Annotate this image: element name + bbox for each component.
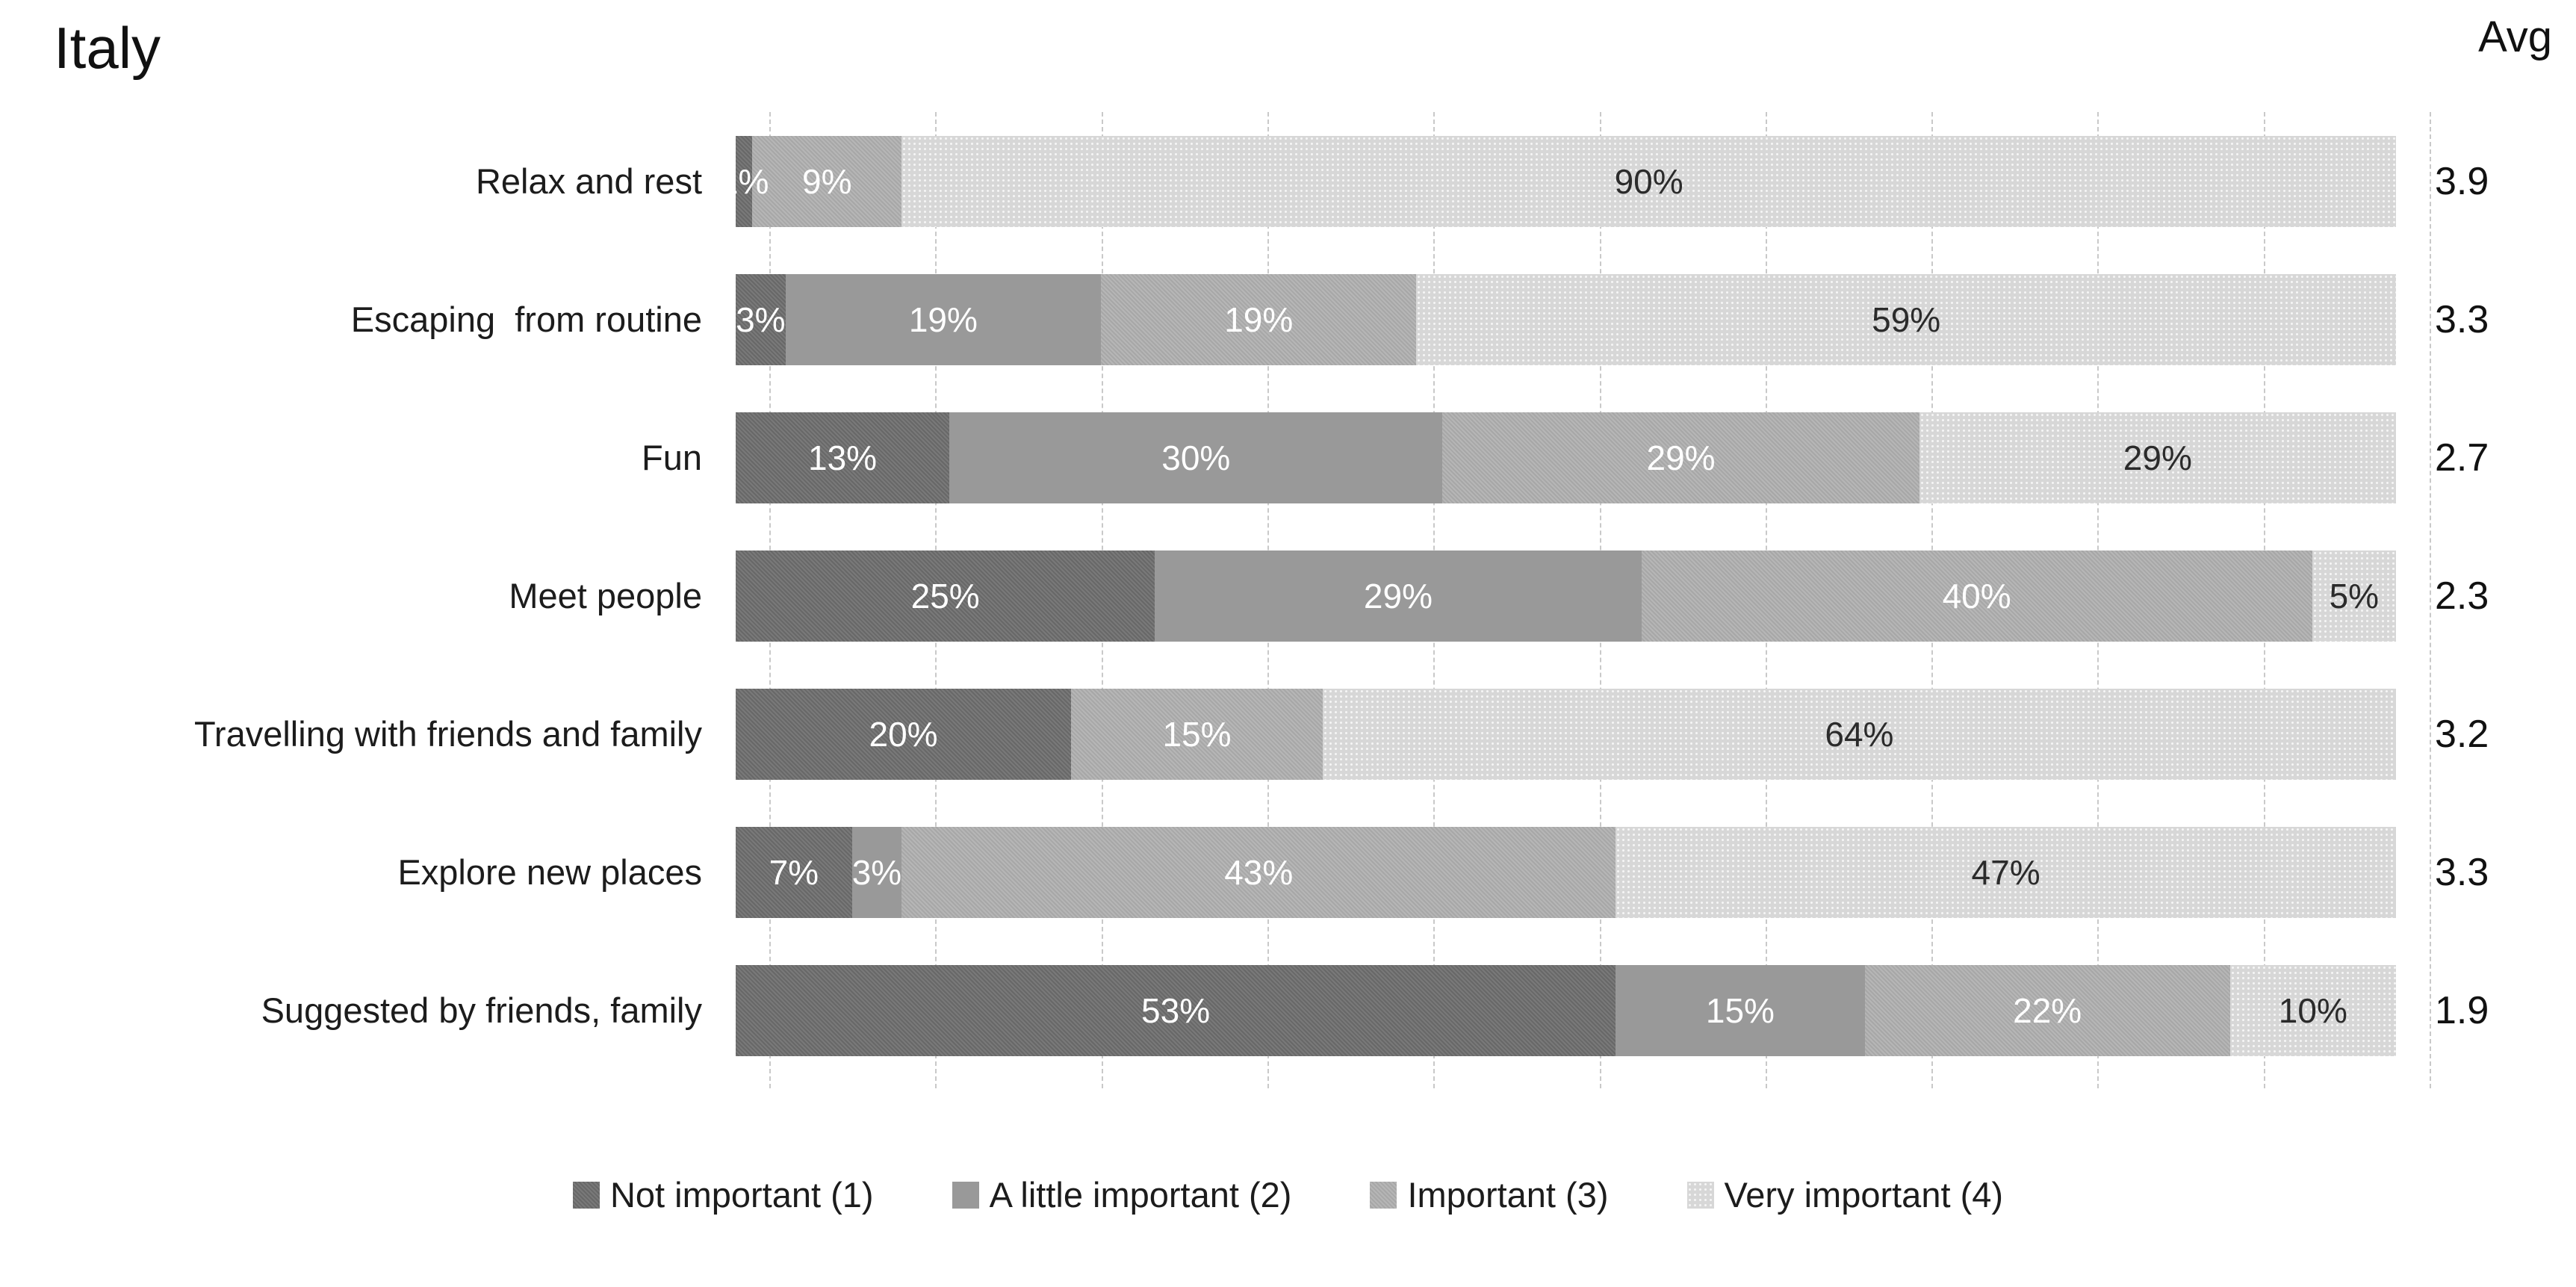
segment-value-label: 29%: [2123, 438, 2192, 477]
avg-value: 2.3: [2435, 574, 2489, 618]
bar-track: 7% 3% 43% 47%: [736, 826, 2396, 918]
chart-title: Italy: [54, 15, 161, 81]
bar-segment-important-3: 15%: [1071, 688, 1323, 780]
bar-row-escaping-from-routine: Escaping from routine 3% 19% 19% 59% 3.3: [0, 250, 2576, 388]
bar-segment-not-important-1: 53%: [736, 964, 1616, 1056]
bar-segment-very-important-4: 90%: [901, 135, 2396, 227]
segment-value-label: 43%: [1224, 852, 1294, 892]
bar-segment-not-important-1: 7%: [736, 826, 852, 918]
bar-segment-important-3: 29%: [1442, 412, 1919, 503]
legend-label: Very important (4): [1724, 1175, 2004, 1215]
bar-segment-not-important-1: 13%: [736, 412, 950, 503]
segment-value-label: 15%: [1162, 714, 1232, 754]
bar-segment-important-3: 40%: [1641, 550, 2312, 642]
bar-row-relax-and-rest: Relax and rest 1% 9% 90% 3.9: [0, 112, 2576, 250]
bar-track: 20% 15% 64%: [736, 688, 2396, 780]
bar-row-travelling-with-friends-and-family: Travelling with friends and family 20% 15%…: [0, 665, 2576, 803]
avg-value: 1.9: [2435, 988, 2489, 1032]
segment-value-label: 30%: [1161, 438, 1231, 477]
avg-value: 3.9: [2435, 159, 2489, 203]
segment-value-label: 3%: [851, 852, 902, 892]
segment-value-label: 10%: [2278, 990, 2347, 1030]
segment-value-label: 9%: [802, 161, 852, 201]
legend-label: A little important (2): [989, 1175, 1292, 1215]
segment-value-label: 13%: [808, 438, 878, 477]
category-label: Travelling with friends and family: [193, 714, 702, 754]
bar-segment-a-little-important-2: 30%: [949, 412, 1443, 503]
bar-segment-a-little-important-2: 29%: [1155, 550, 1642, 642]
bar-segment-important-3: 9%: [752, 135, 902, 227]
segment-value-label: 25%: [910, 576, 980, 615]
legend-item-very-important-4: Very important (4): [1686, 1174, 2004, 1215]
bar-segment-not-important-1: 25%: [736, 550, 1155, 642]
segment-value-label: 64%: [1825, 714, 1894, 754]
bar-rows: Relax and rest 1% 9% 90% 3.9 Escaping from ro…: [0, 112, 2576, 1079]
bar-segment-a-little-important-2: 19%: [785, 273, 1102, 365]
bar-segment-a-little-important-2: 15%: [1616, 964, 1865, 1056]
bar-segment-not-important-1: 3%: [736, 273, 786, 365]
category-label: Fun: [642, 438, 702, 477]
avg-value: 3.3: [2435, 297, 2489, 341]
gridline-100: [2430, 112, 2431, 1088]
legend-item-a-little-important-2: A little important (2): [952, 1174, 1292, 1215]
bar-row-meet-people: Meet people 25% 29% 40% 5% 2.3: [0, 527, 2576, 665]
bar-segment-very-important-4: 64%: [1322, 688, 2396, 780]
legend-swatch-icon: [1686, 1181, 1714, 1209]
category-label: Meet people: [509, 576, 702, 615]
legend-swatch-icon: [572, 1181, 600, 1209]
bar-segment-important-3: 22%: [1864, 964, 2230, 1056]
bar-row-fun: Fun 13% 30% 29% 29% 2.7: [0, 388, 2576, 527]
segment-value-label: 5%: [2329, 576, 2380, 615]
legend-label: Not important (1): [609, 1175, 874, 1215]
segment-value-label: 19%: [908, 300, 978, 339]
category-label: Escaping from routine: [350, 300, 702, 339]
bar-row-explore-new-places: Explore new places 7% 3% 43% 47% 3.3: [0, 803, 2576, 941]
legend-item-important-3: Important (3): [1370, 1174, 1609, 1215]
bar-segment-very-important-4: 47%: [1616, 826, 2396, 918]
segment-value-label: 59%: [1872, 300, 1941, 339]
bar-segment-not-important-1: 20%: [736, 688, 1072, 780]
legend: Not important (1) A little important (2) I…: [0, 1174, 2576, 1215]
bar-track: 25% 29% 40% 5%: [736, 550, 2396, 642]
bar-track: 53% 15% 22% 10%: [736, 964, 2396, 1056]
bar-segment-very-important-4: 29%: [1919, 412, 2396, 503]
category-label: Suggested by friends, family: [261, 990, 702, 1030]
segment-value-label: 53%: [1141, 990, 1211, 1030]
bar-track: 13% 30% 29% 29%: [736, 412, 2396, 503]
legend-swatch-icon: [1370, 1181, 1397, 1209]
avg-value: 3.3: [2435, 850, 2489, 894]
segment-value-label: 7%: [769, 852, 819, 892]
bar-segment-a-little-important-2: 3%: [851, 826, 902, 918]
legend-label: Important (3): [1407, 1175, 1609, 1215]
bar-segment-very-important-4: 10%: [2229, 964, 2396, 1056]
category-label: Relax and rest: [475, 161, 702, 201]
segment-value-label: 47%: [1971, 852, 2040, 892]
bar-segment-very-important-4: 5%: [2312, 550, 2396, 642]
segment-value-label: 29%: [1363, 576, 1433, 615]
segment-value-label: 1%: [719, 161, 769, 201]
avg-value: 2.7: [2435, 435, 2489, 480]
segment-value-label: 22%: [2013, 990, 2082, 1030]
bar-segment-important-3: 43%: [901, 826, 1616, 918]
bar-track: 1% 9% 90%: [719, 135, 2396, 227]
legend-item-not-important-1: Not important (1): [572, 1174, 874, 1215]
segment-value-label: 15%: [1705, 990, 1775, 1030]
segment-value-label: 20%: [869, 714, 938, 754]
bar-track: 3% 19% 19% 59%: [736, 273, 2396, 365]
bar-segment-not-important-1: 1%: [719, 135, 769, 227]
segment-value-label: 90%: [1614, 161, 1683, 201]
segment-value-label: 29%: [1646, 438, 1716, 477]
category-label: Explore new places: [397, 852, 702, 892]
bar-segment-important-3: 19%: [1101, 273, 1417, 365]
avg-column-header: Avg: [2478, 13, 2552, 61]
bar-row-suggested-by-friends-family: Suggested by friends, family 53% 15% 22% 10%…: [0, 941, 2576, 1079]
legend-swatch-icon: [952, 1181, 979, 1209]
segment-value-label: 3%: [736, 300, 786, 339]
avg-value: 3.2: [2435, 712, 2489, 756]
segment-value-label: 19%: [1224, 300, 1294, 339]
bar-segment-very-important-4: 59%: [1416, 273, 2396, 365]
segment-value-label: 40%: [1942, 576, 2011, 615]
